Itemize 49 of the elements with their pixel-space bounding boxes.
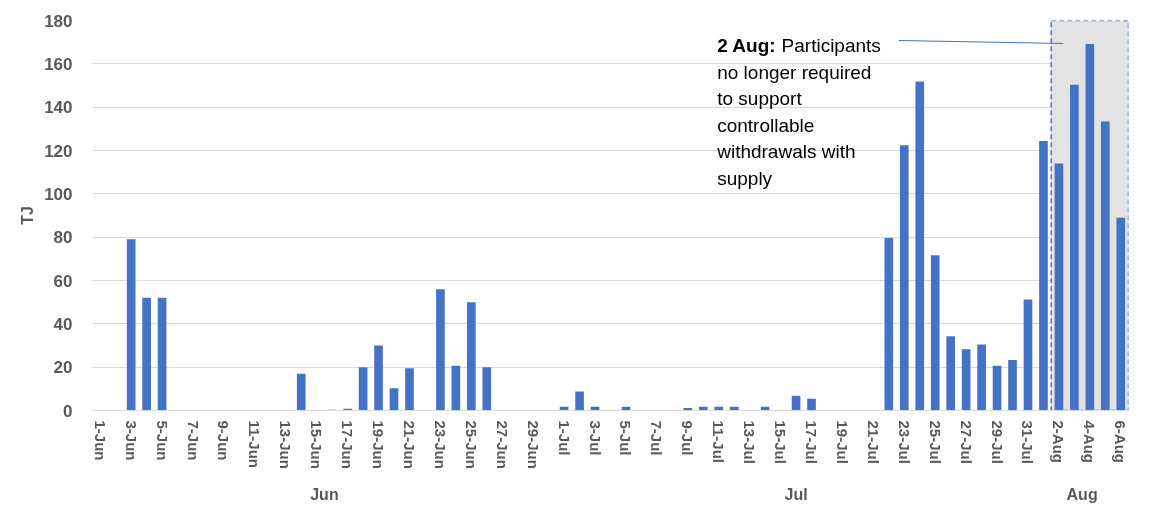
x-tick-label: 29-Jul bbox=[988, 420, 1006, 464]
x-tick-label: 3-Jul bbox=[586, 420, 604, 456]
x-tick-label: 5-Jun bbox=[153, 420, 171, 461]
x-tick-label: 9-Jun bbox=[215, 420, 233, 461]
x-tick-label: 17-Jul bbox=[803, 420, 821, 464]
text: Aug bbox=[1066, 485, 1098, 503]
x-tick-label: 3-Jun bbox=[122, 420, 140, 461]
x-tick-label: 19-Jul bbox=[833, 420, 851, 464]
x-tick-label: 23-Jul bbox=[895, 420, 913, 464]
y-tick-label: 160 bbox=[44, 54, 73, 74]
x-tick-label: 25-Jul bbox=[926, 420, 944, 464]
x-tick-label: 4-Aug bbox=[1081, 420, 1099, 463]
x-tick-label: 31-Jul bbox=[1019, 420, 1037, 464]
x-tick-label: 25-Jun bbox=[462, 420, 480, 469]
x-tick-label: 5-Jul bbox=[617, 420, 635, 456]
x-tick-label: 21-Jul bbox=[864, 420, 882, 464]
x-tick-label: 7-Jul bbox=[648, 420, 666, 456]
x-tick-label: 13-Jul bbox=[741, 420, 759, 464]
x-tick-label: 15-Jul bbox=[772, 420, 790, 464]
x-tick-label: 19-Jun bbox=[370, 420, 388, 469]
y-axis-title: TJ bbox=[19, 206, 37, 225]
x-tick-label: 6-Aug bbox=[1112, 420, 1130, 463]
x-tick-label: 23-Jun bbox=[431, 420, 449, 469]
x-tick-label: 15-Jun bbox=[308, 420, 326, 469]
y-tick-label: 40 bbox=[53, 314, 73, 334]
x-tick-label: 17-Jun bbox=[339, 420, 357, 469]
y-tick-label: 20 bbox=[53, 358, 73, 378]
text: Jun bbox=[310, 485, 339, 503]
band-label: 2 Aug: Participants no longer required to support controllable withdrawals with supply bbox=[716, 35, 881, 189]
x-tick-label: 9-Jul bbox=[679, 420, 697, 456]
x-tick-label: 11-Jul bbox=[710, 420, 728, 464]
x-tick-label: 13-Jun bbox=[277, 420, 295, 469]
text: Jul bbox=[784, 485, 808, 503]
y-tick-label: 60 bbox=[53, 271, 73, 291]
y-tick-label: 80 bbox=[53, 228, 73, 248]
y-tick-label: 120 bbox=[44, 141, 73, 161]
x-tick-label: 11-Jun bbox=[246, 420, 264, 469]
x-tick-label: 27-Jul bbox=[957, 420, 975, 464]
x-tick-label: 29-Jun bbox=[524, 420, 542, 469]
x-tick-label: 21-Jun bbox=[400, 420, 418, 469]
x-tick-label: 7-Jun bbox=[184, 420, 202, 461]
x-tick-label: 27-Jun bbox=[493, 420, 511, 469]
y-tick-label: 140 bbox=[44, 98, 73, 118]
x-tick-label: 2-Aug bbox=[1050, 420, 1068, 463]
x-tick-label: 1-Jul bbox=[555, 420, 573, 456]
x-tick-label: 1-Jun bbox=[91, 420, 109, 461]
y-tick-label: 0 bbox=[63, 401, 73, 421]
y-tick-label: 100 bbox=[44, 184, 73, 204]
y-tick-label: 180 bbox=[44, 11, 73, 31]
